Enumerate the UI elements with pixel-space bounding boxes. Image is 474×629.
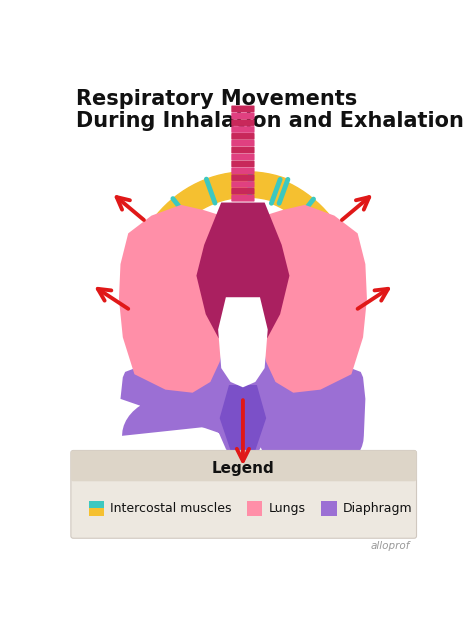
FancyBboxPatch shape: [231, 160, 255, 167]
FancyBboxPatch shape: [231, 188, 255, 195]
Polygon shape: [196, 203, 290, 384]
FancyBboxPatch shape: [231, 167, 255, 174]
Text: Legend: Legend: [211, 460, 274, 476]
FancyBboxPatch shape: [231, 113, 255, 119]
Text: Lungs: Lungs: [268, 502, 306, 515]
Polygon shape: [219, 385, 266, 468]
Polygon shape: [119, 205, 228, 392]
Bar: [89, 501, 104, 508]
Polygon shape: [258, 205, 367, 392]
FancyBboxPatch shape: [231, 181, 255, 188]
Polygon shape: [120, 351, 365, 476]
Polygon shape: [127, 172, 288, 418]
Text: Intercostal muscles: Intercostal muscles: [110, 502, 232, 515]
FancyBboxPatch shape: [231, 174, 255, 181]
Polygon shape: [218, 298, 268, 387]
Bar: [89, 508, 104, 516]
Text: Diaphragm: Diaphragm: [343, 502, 412, 515]
FancyBboxPatch shape: [231, 140, 255, 147]
Text: During Inhalation and Exhalation: During Inhalation and Exhalation: [76, 111, 464, 131]
FancyBboxPatch shape: [231, 133, 255, 140]
Text: Respiratory Movements: Respiratory Movements: [76, 89, 357, 109]
Bar: [247, 501, 262, 516]
Text: alloprof: alloprof: [370, 542, 410, 552]
FancyBboxPatch shape: [231, 147, 255, 153]
FancyBboxPatch shape: [231, 120, 255, 126]
FancyBboxPatch shape: [231, 195, 255, 201]
FancyBboxPatch shape: [71, 450, 417, 481]
Polygon shape: [198, 179, 359, 426]
FancyBboxPatch shape: [231, 153, 255, 160]
FancyBboxPatch shape: [71, 450, 417, 538]
Bar: [321, 501, 337, 516]
FancyBboxPatch shape: [231, 126, 255, 133]
FancyBboxPatch shape: [231, 106, 255, 112]
